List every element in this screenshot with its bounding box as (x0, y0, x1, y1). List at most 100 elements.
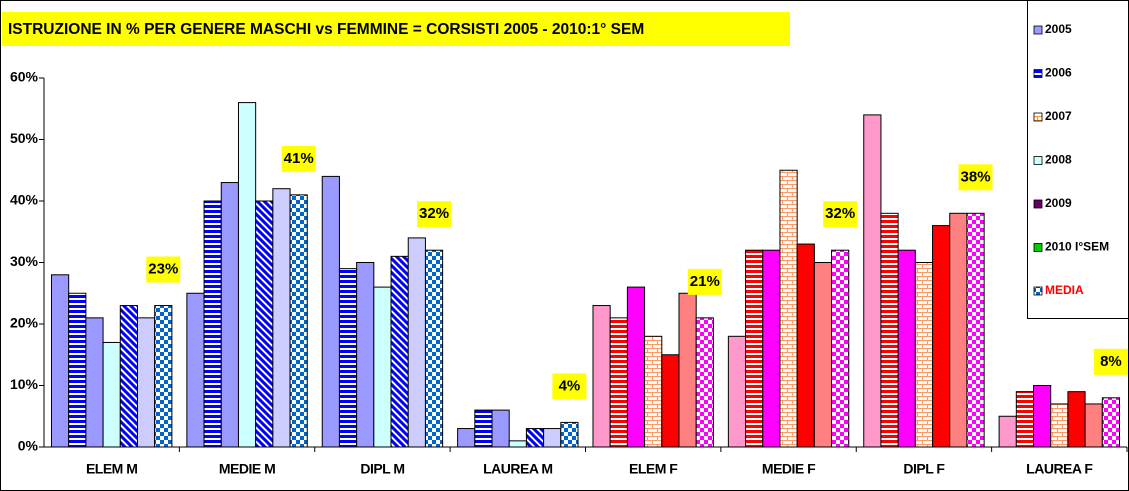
bar (914, 262, 934, 448)
bar (50, 274, 70, 448)
bar (543, 428, 562, 448)
bar (102, 341, 121, 448)
bar (491, 409, 510, 448)
bar (626, 286, 646, 448)
value-label-box (146, 256, 181, 283)
bar (863, 114, 882, 448)
legend-label: 2005 (1045, 22, 1072, 36)
legend-label: 2009 (1045, 196, 1072, 210)
legend-swatch (1033, 25, 1043, 35)
bar (1067, 391, 1086, 448)
value-label-box (281, 145, 316, 172)
bar (695, 317, 714, 448)
bar (831, 249, 850, 448)
value-label-box (958, 164, 993, 191)
bar (407, 237, 426, 448)
bar (338, 268, 358, 448)
bar (154, 305, 173, 448)
value-label: 41% (284, 150, 314, 167)
value-label: 38% (961, 168, 991, 185)
legend-label: 2008 (1045, 153, 1072, 167)
bar (644, 335, 663, 448)
bar (457, 428, 476, 448)
value-label-box (823, 201, 858, 228)
bar (813, 262, 833, 448)
y-tick-label: 50% (10, 130, 39, 146)
x-tick-label: DIPL M (360, 461, 404, 477)
bar (119, 305, 138, 448)
value-label: 23% (148, 261, 178, 278)
bar (661, 354, 680, 448)
value-label-box (1093, 348, 1128, 375)
bar (897, 249, 916, 448)
bar (1084, 403, 1103, 448)
legend-box (1027, 0, 1129, 319)
bar (796, 243, 815, 448)
bar (203, 200, 222, 448)
bar (525, 428, 545, 448)
bar (932, 225, 951, 448)
legend-label: MEDIA (1045, 283, 1084, 297)
value-label: 4% (559, 377, 581, 394)
x-tick-label: MEDIE F (762, 461, 816, 477)
y-tick-label: 60% (10, 69, 39, 85)
bar (779, 169, 798, 448)
bar (373, 286, 392, 448)
legend-swatch (1033, 243, 1043, 252)
y-tick-label: 40% (10, 192, 39, 208)
bar (220, 182, 239, 448)
bar (390, 255, 409, 448)
bar (356, 262, 375, 448)
bar (966, 212, 985, 448)
x-tick-label: MEDIE M (219, 461, 275, 477)
bar (727, 335, 747, 448)
x-tick-label: DIPL F (903, 461, 945, 477)
bar (508, 440, 527, 448)
legend-swatch (1033, 69, 1043, 78)
value-label: 8% (1100, 353, 1122, 370)
value-label-box (417, 201, 452, 228)
y-tick-label: 10% (10, 376, 39, 392)
legend-label: 2006 (1045, 66, 1072, 80)
y-tick-label: 20% (10, 315, 39, 331)
bar (321, 175, 340, 448)
bar (255, 200, 274, 448)
value-label-box (687, 268, 722, 295)
bar (880, 212, 899, 448)
bar (1050, 403, 1069, 448)
chart-title: ISTRUZIONE IN % PER GENERE MASCHI vs FEM… (8, 21, 644, 38)
bar (237, 102, 257, 448)
bar (949, 212, 968, 448)
bar (186, 292, 205, 448)
y-tick-label: 0% (18, 438, 39, 454)
value-label: 32% (419, 205, 449, 222)
bar (592, 305, 611, 448)
bar (745, 249, 764, 448)
legend-swatch (1033, 156, 1043, 165)
bar (424, 249, 444, 448)
legend-label: 2010 I°SEM (1045, 240, 1109, 254)
x-tick-label: ELEM M (86, 461, 137, 477)
bar (609, 317, 628, 448)
title-box (2, 12, 790, 46)
bar (474, 409, 493, 448)
x-tick-label: LAUREA F (1026, 461, 1093, 477)
value-label: 32% (825, 205, 855, 222)
x-tick-label: ELEM F (629, 461, 678, 477)
bar (1015, 391, 1035, 448)
bar (678, 292, 697, 448)
legend-label: 2007 (1045, 109, 1072, 123)
bar (136, 317, 156, 448)
legend-swatch (1033, 112, 1043, 122)
bar (272, 188, 291, 448)
legend-swatch (1033, 286, 1043, 296)
bar (560, 421, 579, 448)
bar (1033, 385, 1052, 448)
value-label: 21% (690, 273, 720, 290)
value-label-box (552, 373, 587, 400)
y-tick-label: 30% (10, 253, 39, 269)
bar (762, 249, 781, 448)
bar (998, 415, 1017, 448)
